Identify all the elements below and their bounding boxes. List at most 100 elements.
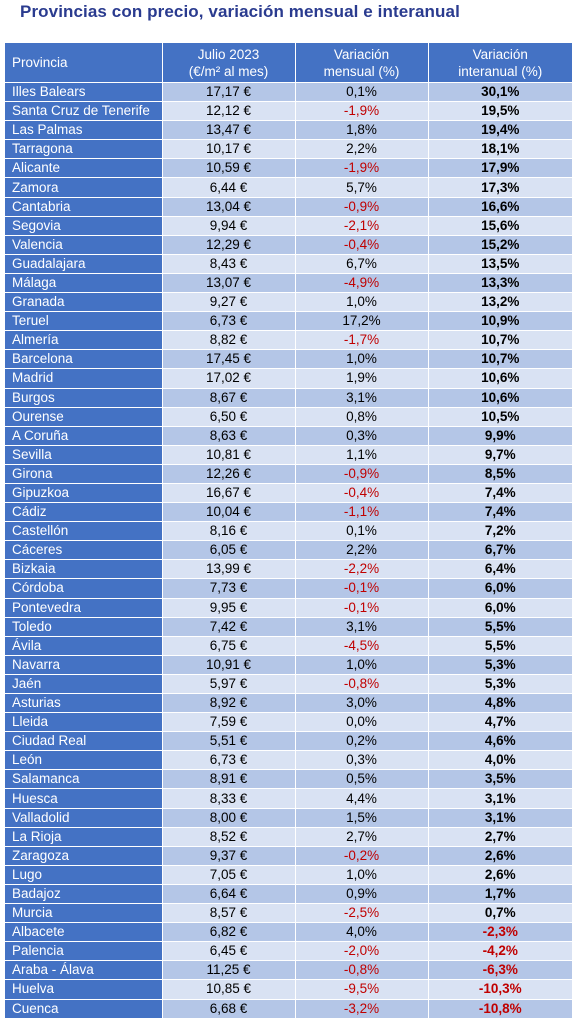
- table-row: Cantabria 13,04 € -0,9% 16,6%: [5, 197, 572, 217]
- annual-variation-cell: 2,6%: [428, 846, 572, 866]
- table-row: Girona 12,26 € -0,9% 8,5%: [5, 464, 572, 484]
- monthly-variation-cell: -0,2%: [295, 846, 429, 866]
- annual-variation-cell: 2,7%: [428, 827, 572, 847]
- monthly-variation-cell: 0,5%: [295, 769, 429, 790]
- table-row: Araba - Álava 11,25 € -0,8% -6,3%: [5, 960, 572, 981]
- price-cell: 8,16 €: [162, 521, 296, 542]
- province-cell: Cuenca: [5, 999, 163, 1019]
- province-cell: Zamora: [5, 177, 163, 198]
- monthly-variation-cell: 5,7%: [295, 177, 429, 198]
- annual-variation-cell: 7,2%: [428, 521, 572, 542]
- province-cell: Santa Cruz de Tenerife: [5, 101, 163, 122]
- province-cell: Guadalajara: [5, 254, 163, 274]
- monthly-variation-cell: -3,2%: [295, 999, 429, 1019]
- annual-variation-cell: 5,5%: [428, 636, 572, 656]
- price-cell: 5,97 €: [162, 674, 296, 695]
- annual-variation-cell: 5,3%: [428, 655, 572, 675]
- price-cell: 8,33 €: [162, 788, 296, 809]
- price-cell: 13,07 €: [162, 273, 296, 294]
- monthly-variation-cell: -1,7%: [295, 330, 429, 351]
- price-cell: 9,94 €: [162, 216, 296, 236]
- price-cell: 6,73 €: [162, 750, 296, 771]
- price-cell: 10,17 €: [162, 139, 296, 160]
- annual-variation-cell: 7,4%: [428, 502, 572, 523]
- monthly-variation-cell: 0,3%: [295, 750, 429, 771]
- province-cell: Cantabria: [5, 197, 163, 217]
- price-cell: 6,64 €: [162, 884, 296, 905]
- annual-variation-cell: 4,6%: [428, 731, 572, 752]
- province-cell: Lleida: [5, 712, 163, 733]
- monthly-variation-cell: 0,0%: [295, 712, 429, 733]
- price-cell: 17,02 €: [162, 368, 296, 389]
- table-row: Madrid 17,02 €1,9% 10,6%: [5, 368, 572, 389]
- annual-variation-cell: 16,6%: [428, 197, 572, 217]
- province-cell: Granada: [5, 292, 163, 313]
- table-row: Lugo 7,05 €1,0% 2,6%: [5, 865, 572, 885]
- monthly-variation-cell: 3,0%: [295, 693, 429, 714]
- province-cell: Huelva: [5, 979, 163, 1000]
- annual-variation-cell: 10,7%: [428, 349, 572, 370]
- table-row: Albacete 6,82 €4,0% -2,3%: [5, 922, 572, 943]
- price-cell: 16,67 €: [162, 483, 296, 504]
- table-row: La Rioja 8,52 €2,7% 2,7%: [5, 827, 572, 847]
- price-cell: 12,29 €: [162, 235, 296, 255]
- price-cell: 9,27 €: [162, 292, 296, 313]
- price-cell: 8,82 €: [162, 330, 296, 351]
- monthly-variation-cell: -2,1%: [295, 216, 429, 236]
- annual-variation-cell: 10,6%: [428, 368, 572, 389]
- province-cell: Tarragona: [5, 139, 163, 160]
- table-row: Guadalajara 8,43 €6,7% 13,5%: [5, 254, 572, 274]
- annual-variation-cell: 3,1%: [428, 788, 572, 809]
- table-row: Jaén 5,97 € -0,8% 5,3%: [5, 674, 572, 695]
- province-cell: Valladolid: [5, 808, 163, 828]
- price-cell: 8,92 €: [162, 693, 296, 714]
- province-cell: Zaragoza: [5, 846, 163, 866]
- table-row: Lleida 7,59 €0,0% 4,7%: [5, 712, 572, 733]
- annual-variation-cell: 6,0%: [428, 598, 572, 618]
- annual-variation-cell: 7,4%: [428, 483, 572, 504]
- table-row: Bizkaia 13,99 € -2,2% 6,4%: [5, 559, 572, 580]
- annual-variation-cell: 19,4%: [428, 120, 572, 141]
- price-cell: 12,12 €: [162, 101, 296, 122]
- price-cell: 7,59 €: [162, 712, 296, 733]
- table-row: A Coruña 8,63 €0,3% 9,9%: [5, 426, 572, 446]
- monthly-variation-cell: -1,1%: [295, 502, 429, 523]
- province-cell: Toledo: [5, 617, 163, 637]
- province-cell: Alicante: [5, 158, 163, 179]
- price-cell: 13,47 €: [162, 120, 296, 141]
- monthly-variation-cell: -1,9%: [295, 101, 429, 122]
- annual-variation-cell: 15,6%: [428, 216, 572, 236]
- table-row: Pontevedra 9,95 € -0,1% 6,0%: [5, 598, 572, 618]
- price-cell: 6,50 €: [162, 407, 296, 427]
- province-cell: Cádiz: [5, 502, 163, 523]
- price-cell: 6,05 €: [162, 540, 296, 561]
- monthly-variation-cell: 3,1%: [295, 617, 429, 637]
- price-cell: 8,43 €: [162, 254, 296, 274]
- table-row: Gipuzkoa 16,67 € -0,4% 7,4%: [5, 483, 572, 504]
- monthly-variation-cell: -4,5%: [295, 636, 429, 656]
- monthly-variation-cell: -1,9%: [295, 158, 429, 179]
- price-cell: 6,75 €: [162, 636, 296, 656]
- price-cell: 7,73 €: [162, 578, 296, 599]
- annual-variation-cell: 5,5%: [428, 617, 572, 637]
- annual-variation-cell: 10,7%: [428, 330, 572, 351]
- annual-variation-cell: 13,3%: [428, 273, 572, 294]
- monthly-variation-cell: -0,9%: [295, 464, 429, 484]
- table-row: Ourense 6,50 €0,8% 10,5%: [5, 407, 572, 427]
- price-cell: 5,51 €: [162, 731, 296, 752]
- annual-variation-cell: -4,2%: [428, 941, 572, 962]
- price-cell: 10,81 €: [162, 445, 296, 465]
- price-cell: 9,95 €: [162, 598, 296, 618]
- price-cell: 12,26 €: [162, 464, 296, 484]
- monthly-variation-cell: 0,1%: [295, 521, 429, 542]
- province-cell: Araba - Álava: [5, 960, 163, 981]
- monthly-variation-cell: -4,9%: [295, 273, 429, 294]
- table-row: Sevilla 10,81 €1,1% 9,7%: [5, 445, 572, 465]
- monthly-variation-cell: 6,7%: [295, 254, 429, 274]
- provinces-table: Provincia Julio 2023 (€/m² al mes) Variac…: [5, 43, 572, 1019]
- monthly-variation-cell: 1,0%: [295, 349, 429, 370]
- annual-variation-cell: 8,5%: [428, 464, 572, 484]
- province-cell: Valencia: [5, 235, 163, 255]
- price-cell: 8,52 €: [162, 827, 296, 847]
- monthly-variation-cell: -0,1%: [295, 598, 429, 618]
